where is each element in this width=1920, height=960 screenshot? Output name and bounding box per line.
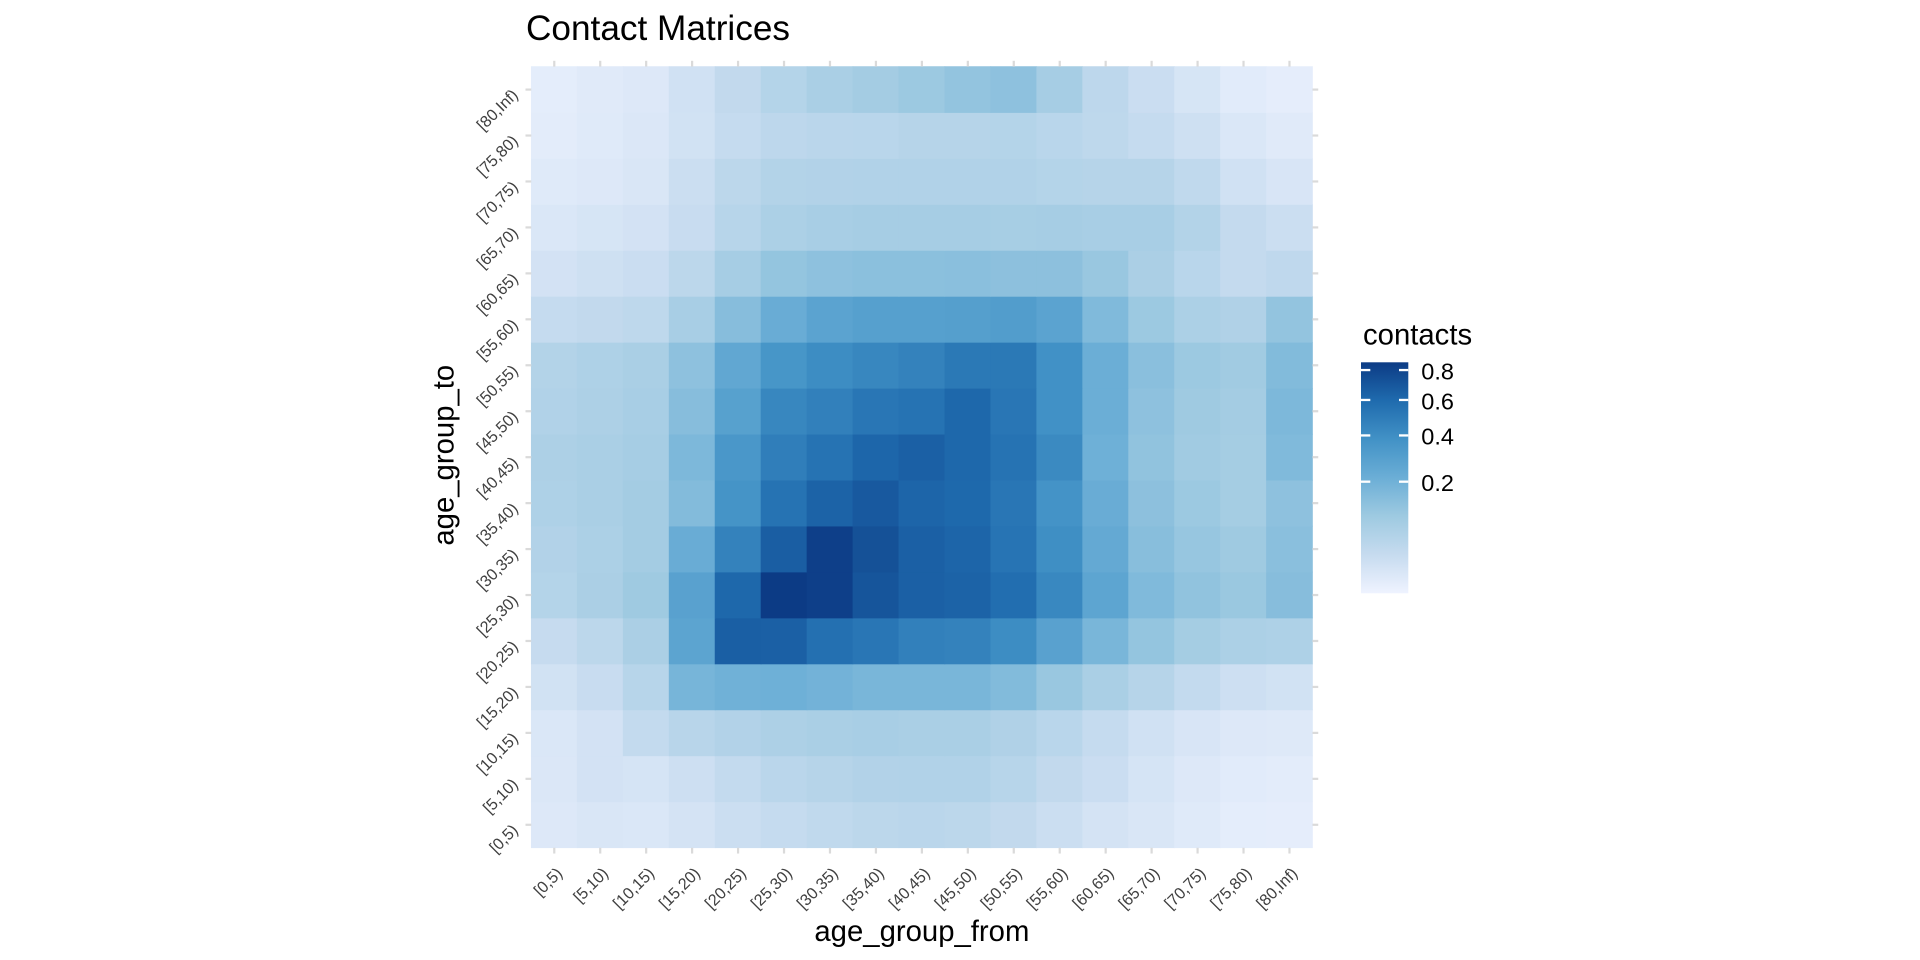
svg-text:0.8: 0.8 [1421, 358, 1454, 384]
svg-text:Contact Matrices: Contact Matrices [526, 9, 790, 48]
svg-text:age_group_from: age_group_from [814, 915, 1029, 948]
svg-text:contacts: contacts [1363, 318, 1472, 351]
svg-text:0.6: 0.6 [1421, 388, 1454, 414]
svg-text:age_group_to: age_group_to [427, 365, 460, 546]
svg-text:0.2: 0.2 [1421, 470, 1454, 496]
svg-text:0.4: 0.4 [1421, 424, 1454, 450]
